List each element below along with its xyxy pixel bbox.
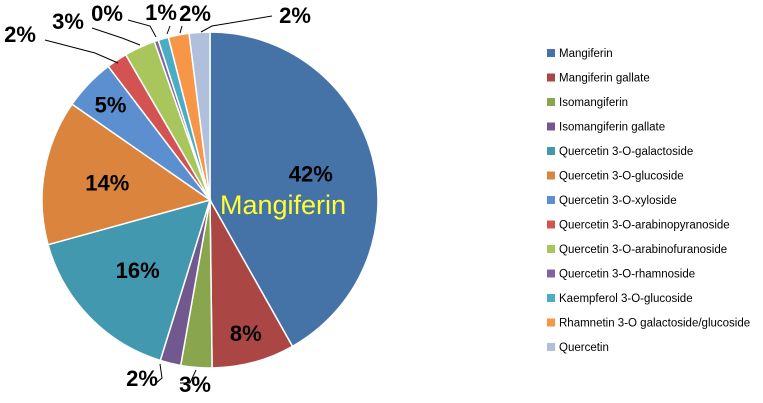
legend-swatch	[547, 294, 555, 302]
pie-slice	[188, 31, 211, 201]
legend-swatch	[547, 98, 555, 106]
slice-label: 2%	[179, 1, 211, 26]
legend-label: Quercetin 3-O-xyloside	[559, 195, 677, 207]
slice-label: 2%	[126, 366, 158, 391]
legend-label: Isomangiferin gallate	[559, 122, 665, 134]
leader-line	[166, 25, 171, 35]
legend-swatch	[547, 269, 555, 278]
legend-label: Quercetin 3-O-glucoside	[559, 171, 684, 183]
legend-swatch	[547, 196, 555, 204]
legend-label: Isomangiferin	[559, 97, 628, 109]
legend-swatch	[547, 49, 555, 57]
leader-line	[44, 39, 119, 64]
leader-line	[91, 27, 141, 46]
legend-label: Quercetin	[559, 342, 609, 354]
legend-swatch	[547, 122, 555, 131]
legend-swatch	[547, 220, 555, 229]
legend-label: Mangiferin gallate	[559, 73, 650, 85]
slice-label: 14%	[85, 170, 129, 195]
leader-line	[154, 363, 163, 385]
legend-label: Quercetin 3-O-arabinofuranoside	[559, 244, 727, 256]
slice-label: 8%	[230, 321, 262, 346]
slice-label: 42%	[289, 162, 333, 187]
leader-line	[180, 369, 197, 384]
slice-label: 16%	[116, 258, 160, 283]
slice-label: 1%	[145, 0, 177, 25]
legend-swatch	[547, 147, 555, 155]
legend-swatch	[547, 245, 555, 253]
legend-swatch	[547, 171, 555, 180]
legend-swatch	[547, 73, 555, 82]
pie-slice	[209, 31, 379, 348]
leader-line	[200, 15, 273, 33]
legend-label: Quercetin 3-O-arabinopyranoside	[559, 220, 730, 232]
leader-line	[127, 19, 157, 38]
legend-label: Quercetin 3-O-rhamnoside	[559, 269, 695, 281]
legend-label: Kaempferol 3-O-glucoside	[559, 293, 693, 305]
legend-label: Mangiferin	[559, 48, 613, 60]
pie-slice	[41, 103, 212, 246]
slice-label: 3%	[52, 9, 84, 34]
slice-label: 5%	[95, 93, 127, 118]
slice-label: 2%	[279, 3, 311, 28]
pie-slice	[47, 198, 212, 362]
legend-label: Quercetin 3-O-galactoside	[559, 146, 693, 158]
legend-swatch	[547, 343, 555, 351]
leader-line	[179, 25, 183, 34]
slice-label: 0%	[91, 1, 123, 26]
legend-swatch	[547, 318, 555, 327]
legend-label: Rhamnetin 3-O galactoside/glucoside	[559, 318, 750, 330]
slice-label: 3%	[179, 372, 211, 397]
slice-label: 2%	[4, 22, 36, 47]
center-label: Mangiferin	[220, 190, 346, 220]
